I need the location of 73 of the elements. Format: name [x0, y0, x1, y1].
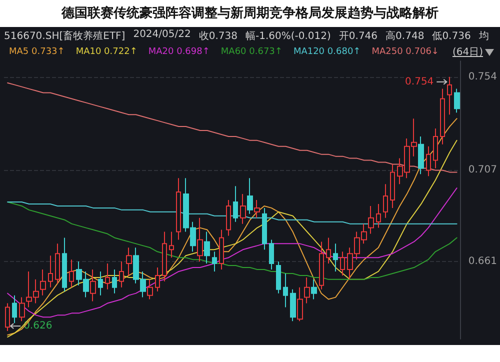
candlestick — [454, 88, 460, 114]
candlestick — [212, 251, 217, 272]
text: 高0.748 — [386, 30, 424, 43]
text: MA60 0.673↑ — [220, 47, 282, 57]
candlestick — [204, 231, 210, 264]
candlestick — [169, 231, 174, 258]
candlestick — [126, 247, 132, 276]
candlestick — [333, 243, 338, 272]
candlestick — [219, 229, 224, 270]
candlestick — [197, 217, 203, 262]
candlestick — [240, 194, 246, 224]
annotation: 0.754 — [405, 76, 434, 88]
candlestick — [40, 269, 46, 296]
candlestick — [147, 278, 153, 300]
line-series — [7, 201, 458, 224]
candlestick — [376, 203, 381, 228]
text: 516670.SH[畜牧养殖ETF] — [4, 30, 126, 43]
text: MA250 0.706↓ — [372, 47, 439, 57]
candlestick — [69, 259, 74, 288]
candlestick — [112, 269, 117, 294]
candlestick — [418, 136, 424, 175]
candlestick — [440, 88, 445, 145]
candlestick — [119, 261, 124, 288]
candlestick — [55, 243, 60, 284]
text: MA10 0.722↑ — [76, 47, 138, 57]
candlestick — [155, 267, 160, 292]
candlestick — [105, 263, 110, 290]
text: MA120 0.680↑ — [293, 47, 361, 57]
y-tick-label: 0.661 — [468, 256, 498, 268]
candlestick — [426, 146, 431, 177]
candlestick — [276, 261, 281, 294]
candlestick — [326, 237, 331, 264]
text: (64日) — [452, 46, 483, 59]
candlestick — [297, 286, 303, 322]
candlestick — [19, 296, 25, 322]
text: MA5 0.733↑ — [9, 47, 65, 57]
candlestick — [262, 207, 267, 250]
candlestick — [340, 251, 345, 276]
candlestick — [433, 128, 438, 169]
text: 开0.746 — [338, 30, 378, 43]
candlestick — [162, 231, 167, 282]
candlestick — [233, 186, 238, 222]
candlestick — [98, 270, 103, 296]
text: 收0.738 — [198, 30, 238, 43]
candlestick — [368, 205, 374, 234]
chart-title: 德国联赛传统豪强阵容调整与新周期竞争格局发展趋势与战略解析 — [60, 4, 440, 23]
candlestick — [48, 255, 53, 288]
candlestick — [269, 239, 274, 270]
candlestick — [254, 200, 260, 218]
y-tick-label: 0.707 — [468, 164, 498, 176]
candlestick — [290, 288, 296, 322]
candlestick — [311, 278, 317, 300]
candlestick — [226, 200, 231, 236]
candlestick — [90, 269, 96, 302]
candlestick — [383, 184, 388, 218]
candlestick — [283, 272, 288, 308]
candlestick — [304, 276, 310, 304]
candlestick — [390, 164, 395, 208]
text: MA20 0.698↑ — [148, 47, 210, 57]
line-series — [7, 201, 458, 280]
candlestick — [62, 237, 67, 292]
text: 2024/05/22 — [133, 29, 191, 42]
candlestick — [319, 241, 324, 290]
annotation: 0.626 — [24, 320, 52, 332]
text: 低0.736 — [432, 30, 471, 43]
text: 均 — [478, 30, 489, 43]
candlestick — [5, 302, 10, 332]
line-series — [7, 188, 458, 318]
candlestick — [12, 294, 17, 324]
text: 幅-1.60%(-0.012) — [245, 30, 331, 43]
candlestick — [176, 178, 181, 240]
y-tick-label: 0.754 — [468, 71, 498, 82]
candlestick — [247, 178, 253, 214]
